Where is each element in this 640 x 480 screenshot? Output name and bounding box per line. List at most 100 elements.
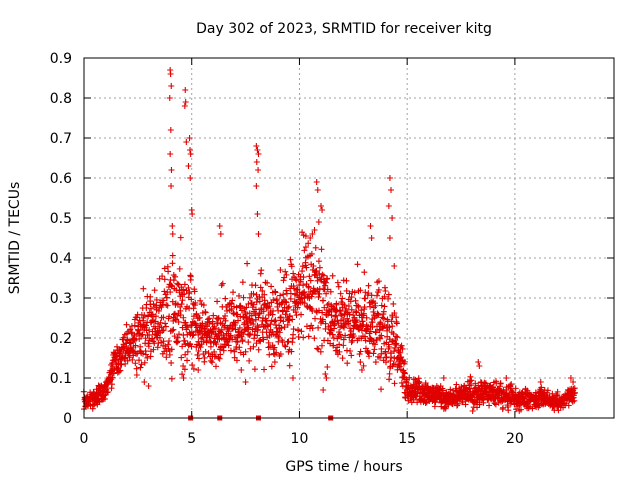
data-point	[294, 286, 301, 293]
data-point	[159, 273, 166, 280]
data-point	[131, 337, 138, 344]
data-point	[293, 277, 300, 284]
data-point	[180, 363, 187, 369]
data-point	[201, 326, 208, 333]
data-point	[168, 346, 175, 353]
data-point	[353, 317, 360, 324]
data-point	[329, 272, 336, 279]
data-point	[205, 316, 212, 323]
data-point	[432, 399, 439, 406]
data-point	[160, 338, 167, 345]
data-point	[251, 366, 258, 373]
data-point	[364, 326, 371, 333]
data-point	[169, 327, 176, 334]
data-point	[187, 276, 194, 283]
data-point	[256, 298, 263, 305]
data-point	[382, 288, 389, 295]
data-point	[162, 320, 169, 327]
data-point	[302, 244, 309, 251]
data-point	[362, 337, 369, 344]
data-point	[116, 368, 123, 375]
data-point	[317, 203, 324, 209]
data-point	[176, 331, 183, 338]
data-point	[255, 231, 262, 237]
data-point	[180, 286, 187, 293]
data-point	[283, 271, 290, 278]
data-point	[205, 350, 212, 357]
data-point	[347, 347, 354, 354]
data-point	[189, 332, 196, 339]
data-point	[255, 346, 262, 353]
data-point	[250, 290, 257, 297]
data-point	[390, 300, 397, 307]
data-point	[194, 351, 201, 358]
data-point	[185, 284, 192, 291]
data-point	[371, 341, 378, 348]
data-point	[246, 316, 253, 323]
data-point	[206, 315, 213, 322]
data-point	[167, 289, 174, 296]
data-point	[340, 316, 347, 323]
data-point	[341, 324, 348, 331]
data-point	[167, 127, 174, 133]
data-point	[387, 357, 394, 364]
data-point	[286, 362, 293, 369]
data-point	[145, 383, 152, 389]
data-point	[181, 281, 188, 288]
data-point	[356, 351, 363, 358]
x-tick-labels: 0 5 10 15 20	[80, 431, 524, 447]
data-point	[170, 326, 177, 333]
data-point	[389, 338, 396, 345]
data-point	[178, 301, 185, 308]
data-point	[313, 267, 320, 274]
data-point	[300, 282, 307, 289]
data-point	[313, 179, 320, 185]
data-point	[467, 373, 474, 380]
data-point	[340, 342, 347, 349]
data-point	[181, 337, 188, 344]
data-point	[128, 339, 135, 346]
data-point	[475, 359, 482, 365]
data-point	[214, 298, 221, 305]
data-point	[391, 310, 398, 317]
data-point	[216, 355, 223, 362]
data-point	[373, 292, 380, 299]
data-point	[282, 343, 289, 350]
data-point	[143, 322, 150, 329]
data-point	[486, 402, 493, 409]
data-point	[401, 358, 408, 365]
data-point	[267, 321, 274, 328]
data-point	[282, 311, 289, 318]
data-point	[363, 314, 370, 321]
data-point	[266, 303, 273, 310]
data-point	[371, 346, 378, 353]
chart-title: Day 302 of 2023, SRMTID for receiver kit…	[196, 21, 492, 37]
data-point	[565, 402, 572, 409]
data-point	[212, 363, 219, 370]
data-point	[255, 167, 262, 173]
data-point	[319, 207, 326, 213]
data-point	[131, 322, 138, 329]
data-point	[169, 260, 176, 267]
data-point	[305, 333, 312, 340]
data-point	[337, 308, 344, 315]
data-point	[159, 301, 166, 308]
data-point	[213, 341, 220, 348]
data-point	[179, 343, 186, 350]
data-point	[544, 387, 551, 394]
data-point	[376, 326, 383, 333]
data-point	[480, 399, 487, 406]
data-point	[236, 324, 243, 331]
data-point	[339, 295, 346, 302]
data-point	[136, 357, 143, 364]
data-point	[306, 273, 313, 280]
data-point	[262, 301, 269, 308]
data-point	[132, 342, 139, 349]
data-point	[324, 275, 331, 282]
data-point	[247, 330, 254, 337]
data-point	[259, 287, 266, 294]
data-point	[440, 375, 447, 381]
data-point	[140, 314, 147, 321]
data-point	[273, 296, 280, 303]
data-point	[250, 321, 257, 328]
